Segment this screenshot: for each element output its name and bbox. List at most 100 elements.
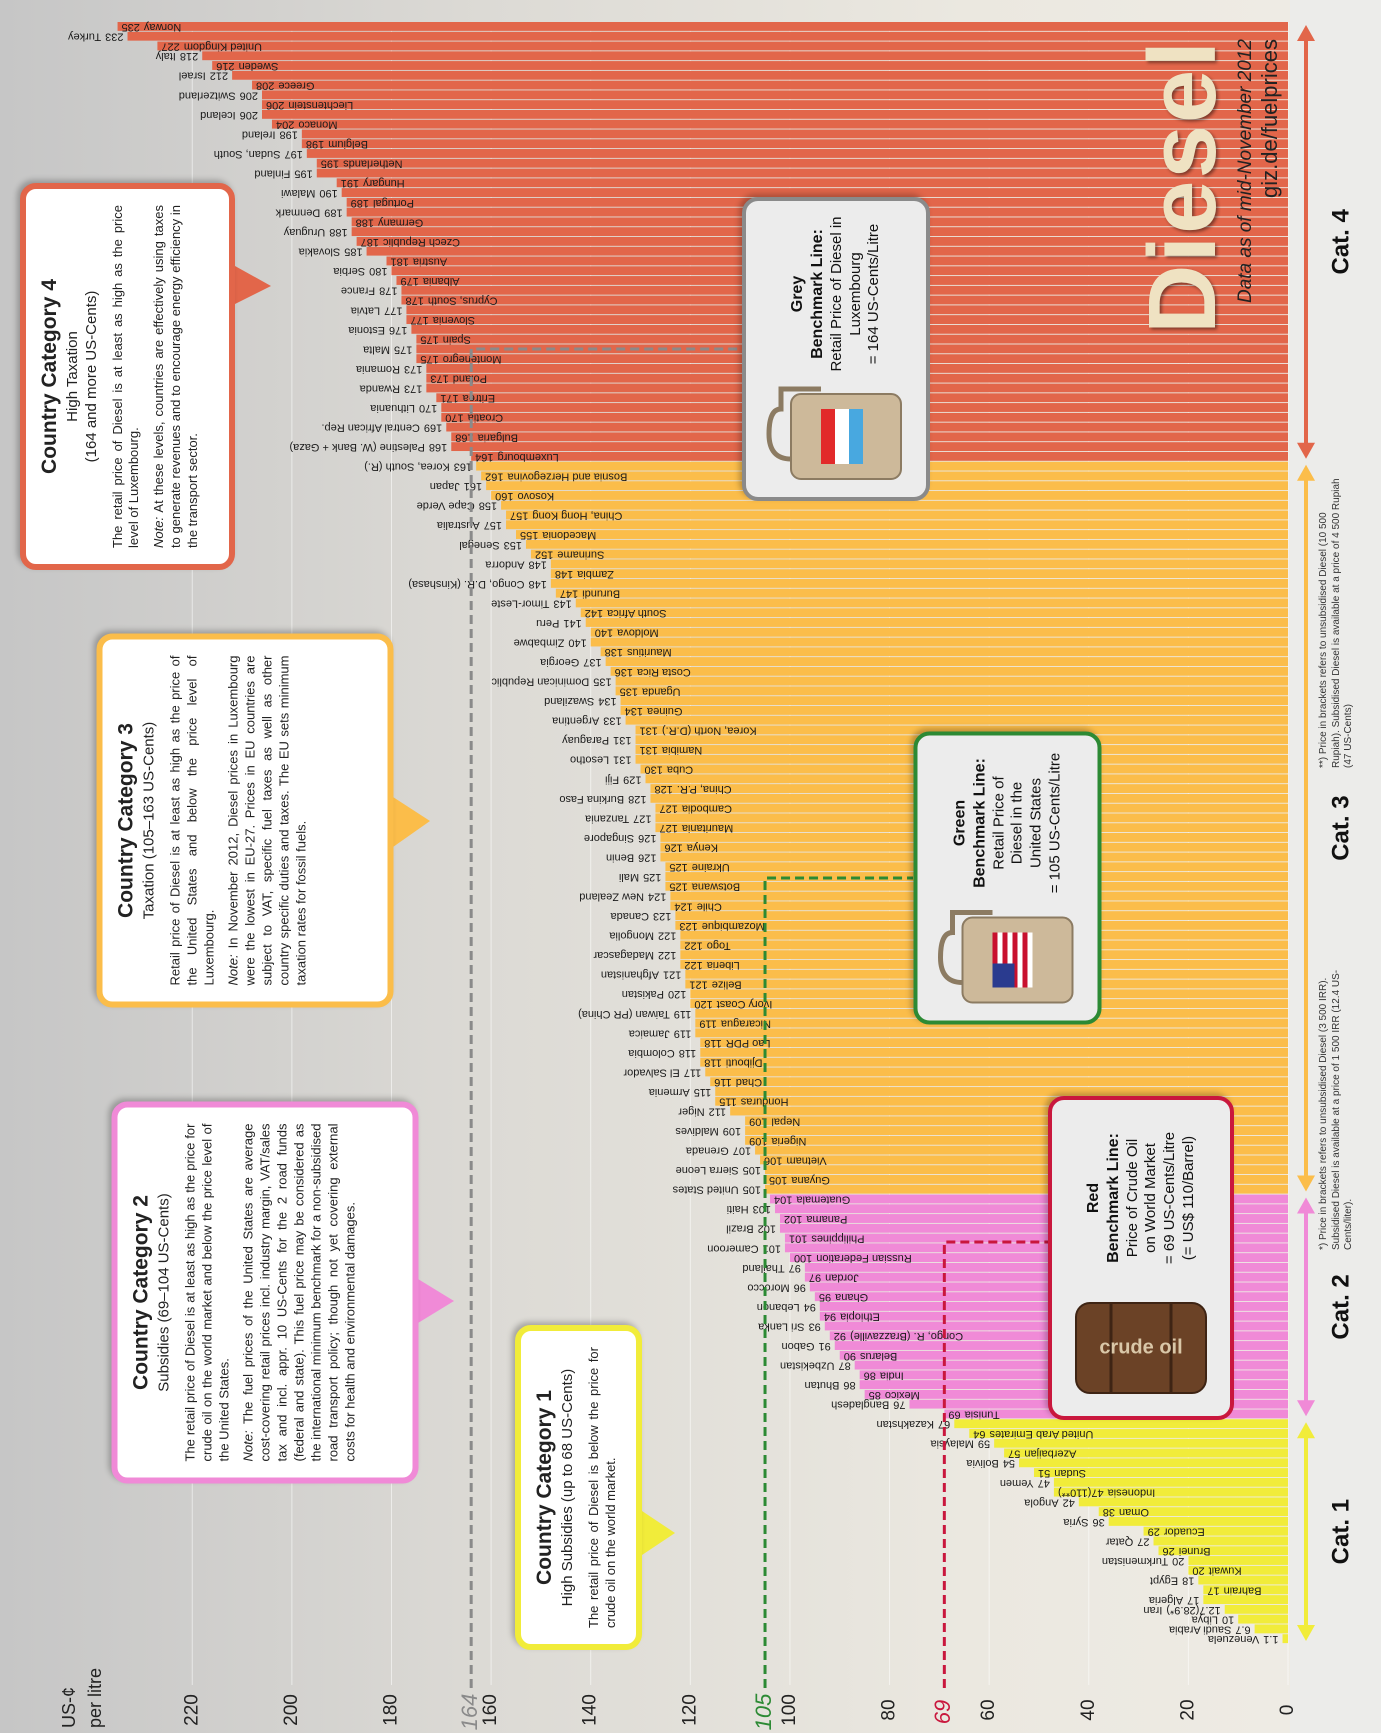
label-part: 86 [843,1379,855,1391]
label-part: 10 [1222,1614,1234,1626]
label-part: Slovakia [298,246,340,258]
label-part: Egypt [1150,1575,1178,1587]
label-part: China, Hong Kong [532,510,622,522]
bar-label: Congo, R. (Brazzaville) 92 [834,1330,963,1342]
label-part: Philippines [811,1233,865,1245]
box-text: The retail price of Diesel is below the … [585,1347,618,1628]
label-part: 94 [824,1311,836,1323]
bar-label: Ukraine 125 [669,861,729,873]
label-part: Haiti [727,1203,749,1215]
label-part: Mali [619,871,639,883]
bar-label: Norway235 [122,21,182,33]
bar [1053,1477,1288,1487]
bar [789,1253,1288,1263]
bar-label: Bulgaria 168 [455,431,518,443]
bar-label: 123 Canada [610,910,672,922]
bar-label: Jordan 97 [809,1272,859,1284]
label-part: 121 [663,969,681,981]
bar [530,549,1288,559]
bar [615,676,1288,686]
category-label: Cat. 4 [1327,209,1354,275]
benchmark-line-text: (= US$ 110/Barrel) [1179,1135,1197,1261]
label-part: Serbia [332,265,365,277]
benchmark-heading: Benchmark Line: [970,757,988,888]
bar-label: Mauritania 127 [659,822,733,834]
bar [271,119,1288,129]
label-part: 137 [583,656,601,668]
label-part: 47 [1038,1477,1050,1489]
label-part: 140 [568,637,586,649]
label-part: 153 [504,539,522,551]
label-part: Uzbekistan [780,1360,834,1372]
bar [620,696,1288,706]
label-part: Montenegro [443,353,502,365]
note-label: Note: [240,1429,256,1461]
label-part: 195 [294,168,312,180]
label-part: 106 [764,1154,782,1166]
bar [575,598,1288,608]
bar [506,510,1289,520]
bar-label: Nicaragua119 [699,1018,771,1030]
label-part: Sudan, South [214,148,281,160]
benchmark-heading: Benchmark Line: [808,229,826,359]
bar-label: Eritrea 171 [440,392,495,404]
bar-label: 47 Yemen [1000,1477,1050,1489]
bar-label: 148 Congo, D.R. (Kinshasa) [408,578,547,590]
label-part: 86 [864,1369,876,1381]
bar [635,725,1288,735]
label-part: Bulgaria [477,431,518,443]
label-part: 27 [1137,1535,1149,1547]
label-part: Timor-Leste [491,597,549,609]
benchmark-line-text: Diesel in the [1008,781,1026,864]
label-part: Saudi Arabia [1168,1623,1231,1635]
label-part: 163 [454,461,472,473]
label-part: Mozambique [702,920,765,932]
label-part: Uganda [641,685,680,697]
label-part: Benin [606,852,634,864]
label-part: Israel [179,70,206,82]
label-part: Vietnam [786,1154,826,1166]
label-part: Ukraine [692,861,730,873]
label-part: 109 [723,1125,741,1137]
label-part: Albania [422,275,460,287]
label-part: 95 [819,1291,831,1303]
bar [994,1438,1288,1448]
bar [804,1272,1288,1282]
bar [765,1184,1288,1194]
bar [700,1057,1288,1067]
note-label: Note: [151,516,167,548]
label-part: Russian Federation [816,1252,911,1264]
x-tick-label: 180 [381,1694,402,1726]
label-part: 119 [674,1027,692,1039]
bar-label: 141 Peru [536,617,582,629]
label-part: Sri Lanka [757,1321,804,1333]
benchmark-line-text: Retail Price of Diesel in [827,216,845,372]
bar-label: 185 Slovakia [298,246,363,258]
label-part: 175 [394,343,412,355]
label-part: Hungary [363,177,405,189]
label-part: Zimbabwe [514,637,565,649]
label-part: Honduras [740,1096,788,1108]
label-part: Uruguay [283,226,325,238]
bar-label: 133 Argentina [551,715,621,727]
label-part: Mauritius [627,646,672,658]
bar-label: 180 Serbia [332,265,387,277]
arrow-head [1297,1400,1315,1417]
bar-label: Mexico 85 [869,1389,920,1401]
label-part: Jamaica [628,1027,670,1039]
bar-label: 140Zimbabwe [514,637,587,649]
label-part: Brazil [726,1223,754,1235]
bar-label: Cyprus, South 178 [405,295,497,307]
arrow-head [1297,1422,1315,1439]
bar-label: Korea, North (D.R.) 131 [640,724,757,736]
label-part: 76 [893,1399,905,1411]
bar-label: 97 Thailand [742,1262,800,1274]
label-part: 227 [161,41,179,53]
bar [336,178,1288,188]
box-subtitle: Subsidies (69–104 US-Cents) [155,1192,172,1392]
bar [730,1106,1288,1116]
bar-label: 36Syria [1063,1516,1105,1528]
category-label: Cat. 3 [1327,795,1354,860]
label-part: 189 [324,207,342,219]
label-part: 105 [743,1164,761,1176]
